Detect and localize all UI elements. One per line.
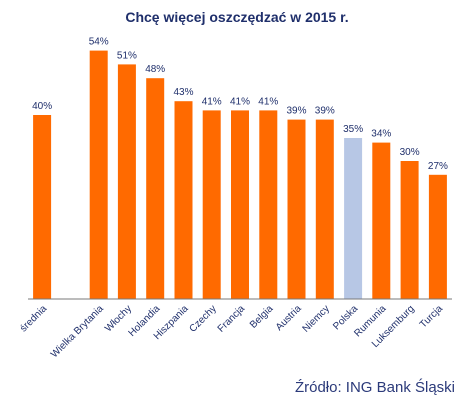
bar-4 (146, 78, 165, 299)
bar-12 (372, 142, 391, 299)
bar-2 (89, 50, 108, 299)
tick-label-2: Wielka Brytania (49, 303, 106, 360)
data-label-8: 41% (258, 96, 278, 107)
bar-8 (259, 110, 278, 300)
data-label-7: 41% (230, 96, 250, 107)
data-label-12: 34% (371, 129, 391, 140)
tick-label-7: Francja (216, 303, 248, 335)
bar-9 (287, 119, 306, 299)
data-label-6: 41% (202, 96, 222, 107)
data-label-2: 54% (89, 37, 109, 48)
tick-label-0: średnia (18, 303, 49, 334)
data-labels-group: 40% 54% 51% 48% 43% 41% 41% 41% 39% 39% 35% 34% 30% 2… (32, 37, 448, 172)
chart-title: Chcę więcej oszczędzać w 2015 r. (125, 9, 348, 25)
bar-5 (174, 101, 193, 299)
bar-10 (315, 119, 334, 299)
bar-11 (344, 138, 363, 299)
bar-0 (33, 115, 52, 299)
tick-label-9: Austria (274, 303, 304, 333)
bar-6 (202, 110, 221, 300)
data-label-4: 48% (145, 64, 165, 75)
tick-labels-group: średnia Wielka BrytaniaWłochyHolandiaHisz… (18, 303, 445, 360)
data-label-14: 27% (428, 161, 448, 172)
bar-14 (428, 174, 447, 299)
data-label-5: 43% (173, 87, 193, 98)
tick-label-8: Belgia (248, 303, 276, 331)
source-note: Źródło: ING Bank Śląski (295, 378, 455, 396)
bar-13 (400, 161, 419, 299)
tick-label-10: Niemcy (301, 303, 332, 334)
bars-group (33, 50, 447, 300)
tick-label-14: Turcja (418, 303, 445, 330)
data-label-0: 40% (32, 101, 52, 112)
data-label-9: 39% (286, 106, 306, 117)
data-label-11: 35% (343, 124, 363, 135)
data-label-3: 51% (117, 50, 137, 61)
bar-3 (117, 64, 136, 300)
data-label-13: 30% (400, 147, 420, 158)
data-label-10: 39% (315, 106, 335, 117)
tick-label-6: Czechy (187, 303, 218, 334)
bar-7 (231, 110, 249, 300)
